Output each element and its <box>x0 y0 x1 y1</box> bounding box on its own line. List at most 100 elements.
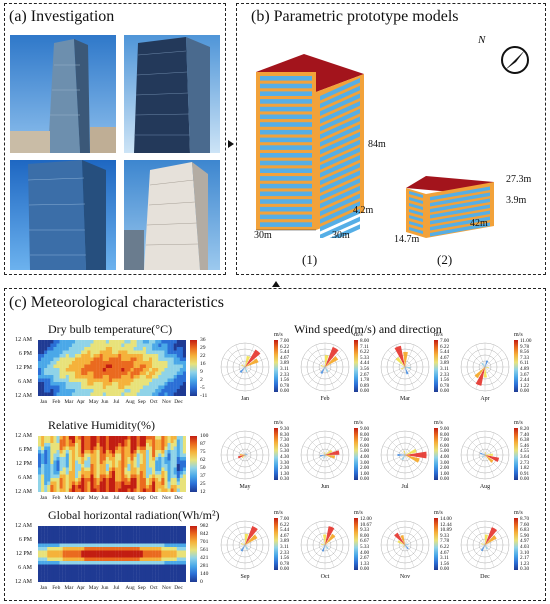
wind-scale-tick: 7.78 <box>440 538 450 545</box>
wind-scale-tick: 1.56 <box>280 555 290 562</box>
wind-rose-sep <box>218 518 272 572</box>
photo-tower-4 <box>124 160 220 270</box>
wind-rose-dec <box>458 518 512 572</box>
wind-scale-tick: 0.89 <box>360 382 370 389</box>
wind-scale-tick: 9.33 <box>360 527 370 534</box>
wind-scale-tick: 2.67 <box>360 555 370 562</box>
wind-scale-tick: 2.17 <box>520 555 530 562</box>
heatmap-x-tick: May <box>88 495 99 501</box>
wind-scale-tick: 4.00 <box>360 454 370 460</box>
wind-rose-month: Apr <box>480 396 490 402</box>
model2-length: 42m <box>470 218 488 229</box>
heatmap-y-tick: 12 AM <box>15 489 32 495</box>
wind-scale-tick: 1.22 <box>520 382 530 389</box>
heatmap-colorbar <box>190 340 197 396</box>
wind-scale-tick: 6.22 <box>440 343 450 350</box>
wind-scale-tick: 4.67 <box>440 549 450 556</box>
wind-scale-tick: 6.30 <box>280 442 290 449</box>
wind-colorbar <box>274 428 278 480</box>
wind-scale-tick: 1.56 <box>440 560 450 567</box>
panel-prototype-models: (b) Parametric prototype models <box>236 3 546 275</box>
colorbar-tick: 62 <box>200 457 206 463</box>
model1-label: (1) <box>302 252 318 267</box>
colorbar-tick: 701 <box>200 539 209 545</box>
wind-scale-tick: 9.33 <box>440 532 450 539</box>
wind-colorbar <box>514 428 518 480</box>
model1-width-a: 30m <box>254 230 272 241</box>
wind-scale-tick: 1.33 <box>360 560 370 567</box>
heatmap-y-tick: 12 AM <box>15 393 32 399</box>
wind-scale-tick: 3.00 <box>440 459 450 466</box>
wind-scale-tick: 9.30 <box>280 426 290 432</box>
wind-scale-tick: 0.00 <box>360 566 370 573</box>
wind-scale-tick: 4.00 <box>360 549 370 556</box>
wind-rose-month: May <box>239 484 251 490</box>
wind-scale-tick: 8.56 <box>520 349 530 356</box>
wind-scale-tick: 7.00 <box>440 338 450 344</box>
wind-unit: m/s <box>434 510 443 516</box>
arrow-up-icon <box>272 281 280 287</box>
wind-rose-jan <box>218 340 272 394</box>
heatmap-x-tick: Aug <box>125 585 135 591</box>
wind-scale-tick: 0.00 <box>520 388 530 395</box>
colorbar-tick: 100 <box>200 433 209 439</box>
wind-scale-tick: 7.00 <box>440 437 450 444</box>
colorbar-tick: 50 <box>200 465 206 471</box>
photo-tower-1 <box>10 35 116 153</box>
colorbar-tick: 36 <box>200 337 206 343</box>
heatmap-x-tick: Aug <box>125 495 135 501</box>
wind-scale-tick: 3.10 <box>520 549 530 556</box>
panel-b-title: (b) Parametric prototype models <box>251 8 459 25</box>
wind-scale-tick: 6.38 <box>520 437 530 444</box>
wind-unit: m/s <box>354 420 363 426</box>
panel-investigation: (a) Investigation <box>4 3 226 275</box>
wind-scale-tick: 0.78 <box>440 382 450 389</box>
heatmap-x-tick: Jul <box>113 399 120 405</box>
wind-colorbar <box>274 518 278 570</box>
wind-scale-tick: 2.00 <box>360 465 370 472</box>
heatmap-x-tick: Feb <box>52 495 61 501</box>
wind-scale-tick: 0.78 <box>280 560 290 567</box>
model1-width-b: 30m <box>332 230 350 241</box>
wind-scale-tick: 8.00 <box>360 532 370 539</box>
wind-scale-tick: 4.30 <box>280 454 290 460</box>
colorbar-tick: 12 <box>200 489 206 495</box>
wind-rose-apr <box>458 340 512 394</box>
wind-unit: m/s <box>354 510 363 516</box>
wind-scale-tick: 6.22 <box>280 343 290 350</box>
heatmap-x-tick: Nov <box>162 585 172 591</box>
wind-scale-tick: 4.67 <box>280 354 290 361</box>
heatmap-y-tick: 12 PM <box>15 461 32 467</box>
heatmap-x-tick: Nov <box>162 399 172 405</box>
wind-scale-tick: 7.11 <box>360 343 369 350</box>
wind-rose-nov <box>378 518 432 572</box>
wind-rose-month: Aug <box>479 484 491 490</box>
panel-a-title: (a) Investigation <box>9 8 115 25</box>
wind-scale-tick: 10.89 <box>440 527 452 534</box>
panel-c-title: (c) Meteorological characteristics <box>9 294 224 311</box>
wind-colorbar <box>354 340 358 392</box>
wind-rose-may <box>218 428 272 482</box>
wind-scale-tick: 1.82 <box>520 465 530 472</box>
wind-scale-tick: 0.00 <box>360 476 370 483</box>
heatmap-colorbar <box>190 436 197 492</box>
colorbar-tick: 561 <box>200 547 209 553</box>
colorbar-tick: 2 <box>200 377 203 383</box>
wind-scale-tick: 6.83 <box>520 527 530 534</box>
heatmap-x-tick: Sep <box>137 585 146 591</box>
wind-scale-tick: 5.33 <box>360 544 370 550</box>
wind-scale-tick: 1.00 <box>360 470 370 477</box>
wind-scale-tick: 7.00 <box>280 338 290 344</box>
wind-rose-month: Sep <box>240 574 250 580</box>
colorbar-tick: 0 <box>200 579 203 585</box>
wind-unit: m/s <box>434 332 443 338</box>
wind-scale-tick: 3.89 <box>280 538 290 545</box>
wind-scale-tick: 7.60 <box>520 521 530 528</box>
colorbar-tick: -5 <box>200 385 205 391</box>
wind-scale-tick: 0.30 <box>520 566 530 573</box>
wind-scale-tick: 0.00 <box>440 388 450 395</box>
heatmap-x-tick: Jan <box>40 399 48 405</box>
wind-scale-tick: 2.33 <box>280 549 290 556</box>
heatmap-colorbar <box>190 526 197 582</box>
wind-rose-mar <box>378 340 432 394</box>
